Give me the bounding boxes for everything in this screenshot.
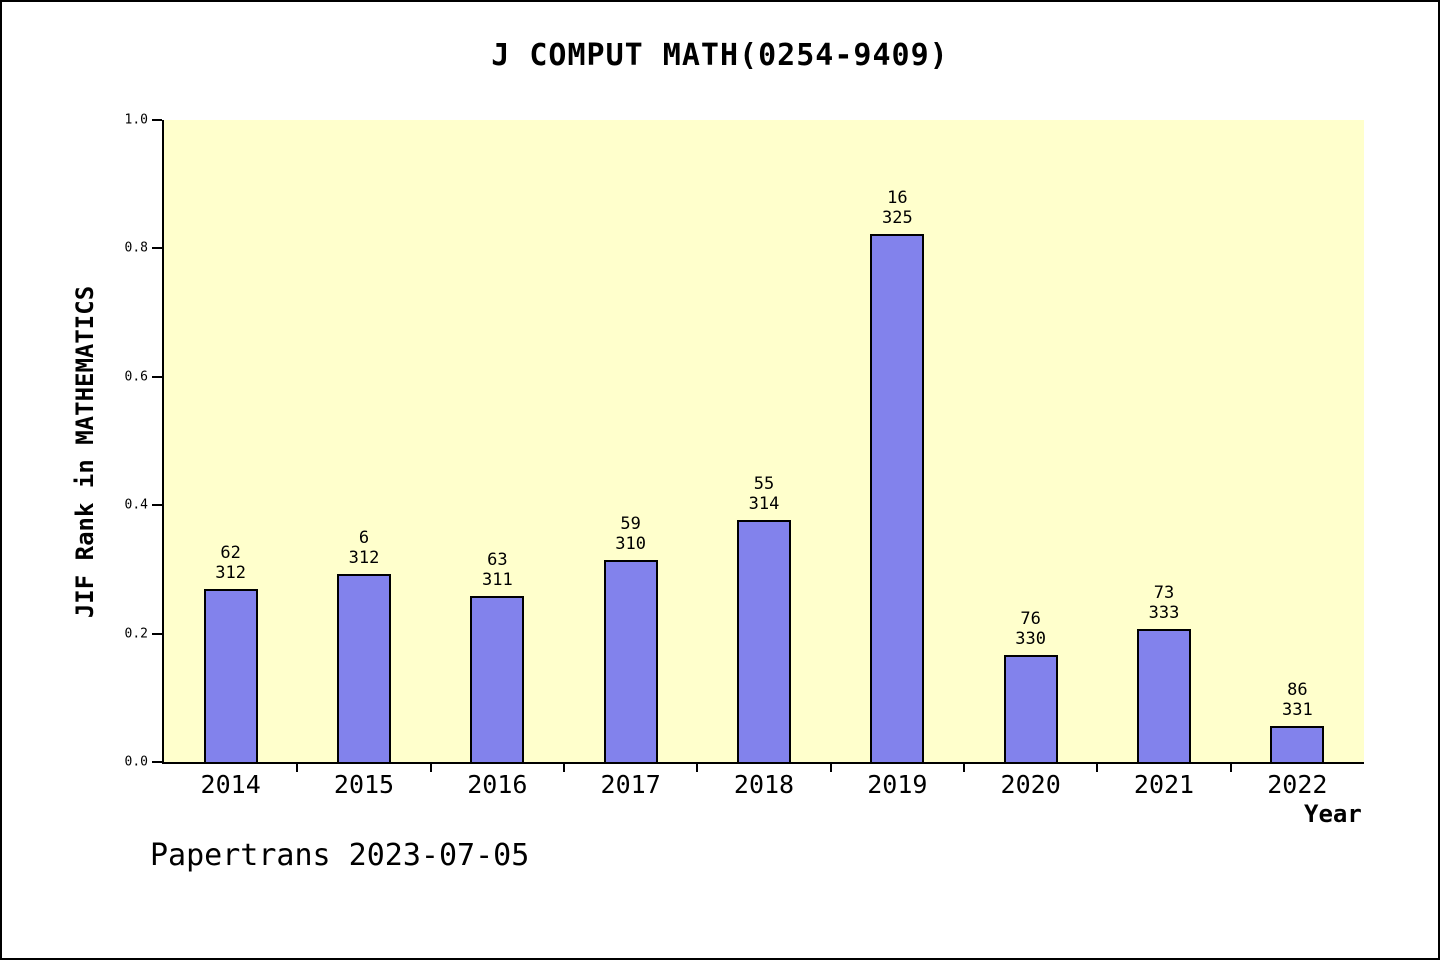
footer-note: Papertrans 2023-07-05 [150,838,530,873]
x-axis-tick [296,762,299,772]
x-tick-label-2019: 2019 [867,770,928,799]
bar-rank-value: 73 [1153,583,1175,604]
plot-area: 0.0 0.2 0.4 0.6 0.8 1.0 62 312 2014 6 312 2015 63 311… [125,113,1364,799]
bar-total-value: 311 [481,570,513,591]
bar-rank-value: 55 [753,473,775,494]
bar-rank-value: 86 [1287,679,1308,700]
bar-rank-value: 16 [887,188,908,209]
bar-2018 [737,519,791,762]
x-tick-label-2015: 2015 [333,770,395,799]
x-tick-label-2014: 2014 [200,770,261,799]
bar-rank-value: 6 [358,527,370,548]
y-tick-label: 0.4 [124,497,148,513]
bar-2021 [1137,629,1191,762]
x-axis-tick [1229,762,1232,772]
bar-total-value: 310 [615,533,647,554]
bar-annotation-2015: 6 312 [349,528,380,568]
y-axis-tick [152,247,162,250]
bar-2019 [870,234,925,762]
bar-2017 [603,559,658,762]
bar-annotation-2021: 73 333 [1149,583,1180,623]
bar-annotation-2019: 16 325 [882,188,913,228]
y-tick-label: 1.0 [124,112,148,128]
y-axis-tick [152,632,162,635]
chart-title: J COMPUT MATH(0254-9409) [491,38,949,73]
bar-annotation-2014: 62 312 [215,543,246,583]
x-tick-label-2017: 2017 [600,770,661,799]
x-tick-label-2020: 2020 [1000,770,1061,799]
bar-total-value: 333 [1148,603,1180,624]
x-axis-tick [563,762,565,772]
y-tick-label: 0.8 [124,240,148,256]
y-axis-tick [152,375,162,378]
bar-annotation-2016: 63 311 [482,550,513,590]
x-tick-label-2022: 2022 [1267,770,1328,799]
bar-2015 [337,573,391,762]
x-tick-label-2018: 2018 [733,770,795,799]
bar-annotation-2018: 55 314 [749,474,780,514]
y-axis-tick [152,504,162,507]
bar-2020 [1003,655,1058,762]
bar-total-value: 325 [881,208,913,229]
bar-annotation-2022: 86 331 [1282,680,1313,720]
bar-rank-value: 63 [487,550,508,571]
bar-annotation-2020: 76 330 [1015,609,1046,649]
bar-2022 [1270,726,1325,762]
bar-total-value: 314 [748,493,780,514]
bar-2014 [203,588,258,762]
x-axis-tick [429,762,432,772]
x-axis-tick [829,762,832,772]
y-tick-label: 0.0 [124,754,148,770]
y-axis-tick [152,761,162,763]
x-axis-tick [963,762,965,772]
y-axis-label: JIF Rank in MATHEMATICS [71,285,99,619]
bar-total-value: 312 [348,547,380,568]
x-tick-label-2021: 2021 [1133,770,1195,799]
y-tick-label: 0.2 [124,626,148,642]
bar-rank-value: 76 [1020,609,1041,630]
bar-rank-value: 62 [220,542,241,563]
y-tick-label: 0.6 [124,369,148,385]
x-axis-tick [696,762,699,772]
bar-total-value: 330 [1015,629,1047,650]
bar-total-value: 331 [1281,700,1313,721]
y-axis-tick [152,119,162,121]
x-tick-label-2016: 2016 [467,770,528,799]
bar-2016 [470,596,525,762]
x-axis-tick [1096,762,1099,772]
bar-rank-value: 59 [620,513,641,534]
bar-annotation-2017: 59 310 [615,514,646,554]
x-axis-label: Year [1304,800,1362,828]
bar-total-value: 312 [215,562,247,583]
